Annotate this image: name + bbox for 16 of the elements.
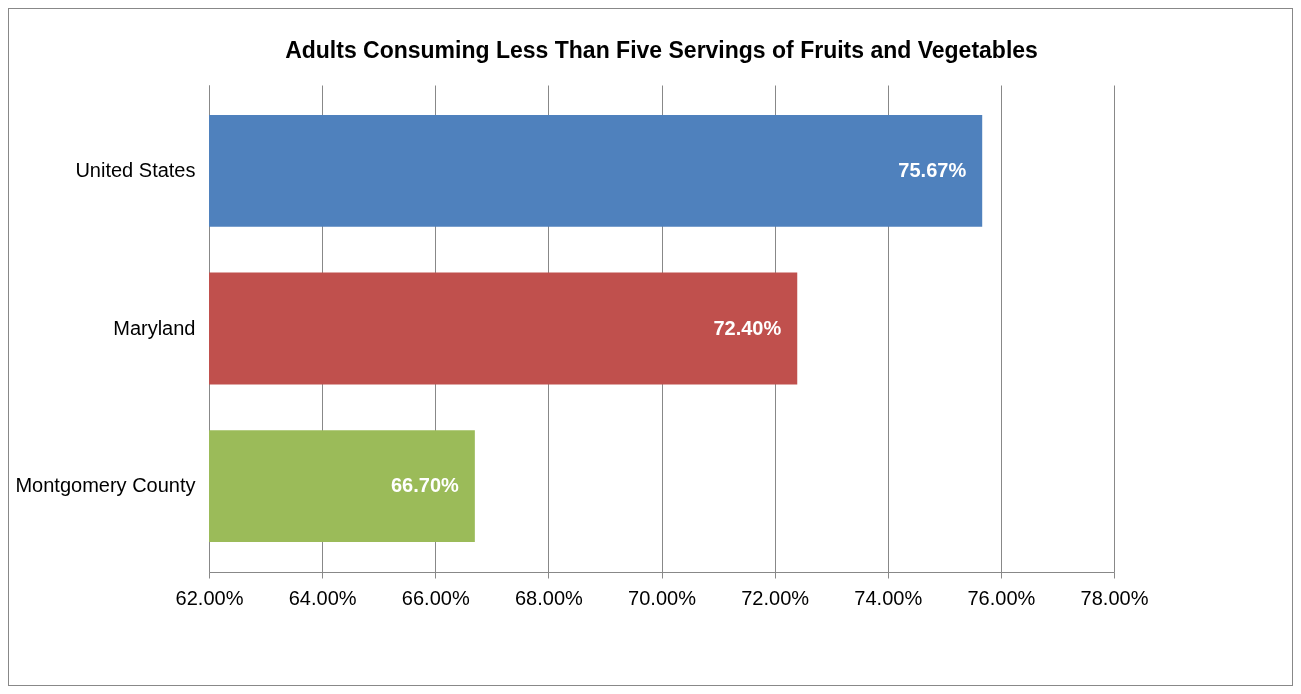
y-tick-label: United States xyxy=(75,158,196,181)
x-tick-label: 66.00% xyxy=(401,586,470,609)
chart-title: Adults Consuming Less Than Five Servings of Fruits and Vegetables xyxy=(285,37,1038,63)
x-tick-label: 62.00% xyxy=(175,586,244,609)
x-tick-label: 72.00% xyxy=(741,586,810,609)
x-tick-label: 74.00% xyxy=(854,586,923,609)
y-tick-label: Maryland xyxy=(113,316,196,339)
data-label: 72.40% xyxy=(713,316,782,339)
x-tick-label: 68.00% xyxy=(514,586,583,609)
x-tick-label: 70.00% xyxy=(628,586,697,609)
x-tick-label: 78.00% xyxy=(1080,586,1149,609)
data-label: 66.70% xyxy=(391,474,460,497)
x-tick-label: 76.00% xyxy=(967,586,1036,609)
x-tick-label: 64.00% xyxy=(288,586,357,609)
data-label: 75.67% xyxy=(898,158,967,181)
y-tick-label: Montgomery County xyxy=(15,474,196,497)
